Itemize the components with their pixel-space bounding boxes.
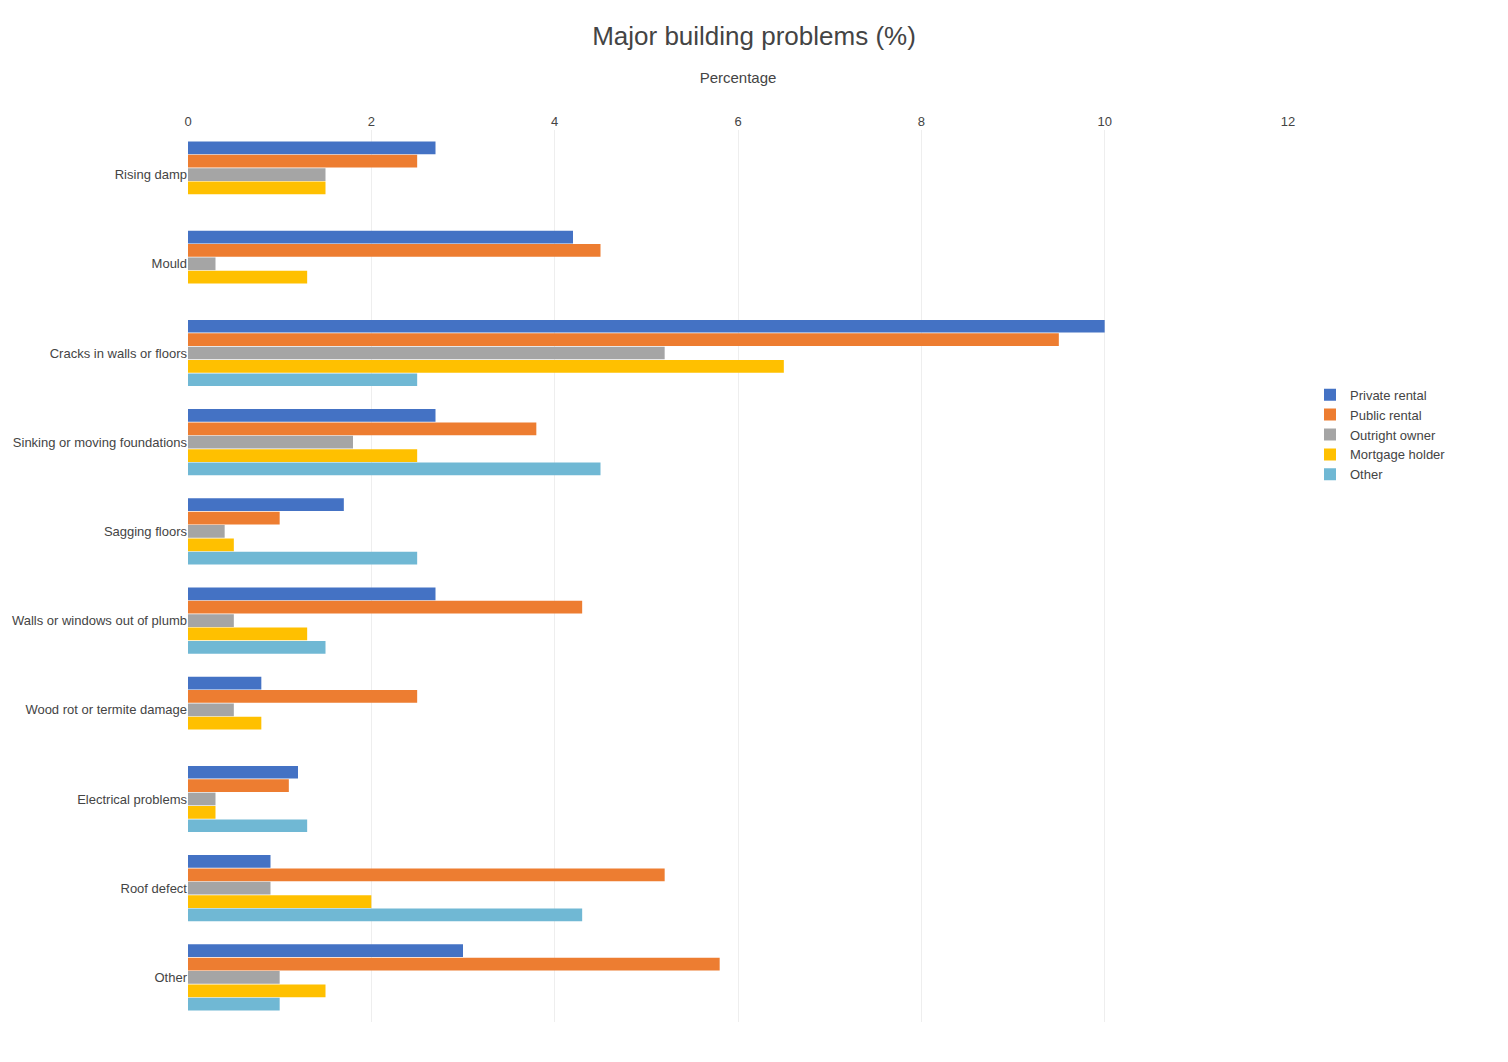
svg-text:12: 12 [1281, 114, 1295, 129]
svg-text:6: 6 [734, 114, 741, 129]
svg-text:Other: Other [154, 970, 187, 985]
svg-text:4: 4 [551, 114, 558, 129]
svg-text:10: 10 [1097, 114, 1111, 129]
svg-text:Sinking or moving foundations: Sinking or moving foundations [13, 435, 188, 450]
svg-text:0: 0 [184, 114, 191, 129]
svg-text:Private rental: Private rental [1350, 388, 1427, 403]
svg-text:Other: Other [1350, 467, 1383, 482]
svg-text:Outright owner: Outright owner [1350, 428, 1436, 443]
svg-text:Cracks in walls or floors: Cracks in walls or floors [50, 346, 188, 361]
svg-text:Rising damp: Rising damp [115, 167, 187, 182]
svg-text:8: 8 [918, 114, 925, 129]
svg-text:Wood rot or termite damage: Wood rot or termite damage [25, 702, 187, 717]
svg-text:Walls or windows out of plumb: Walls or windows out of plumb [12, 613, 187, 628]
svg-text:Sagging floors: Sagging floors [104, 524, 188, 539]
svg-text:Major building problems (%): Major building problems (%) [592, 21, 916, 51]
svg-text:Electrical problems: Electrical problems [77, 792, 187, 807]
svg-text:2: 2 [368, 114, 375, 129]
svg-text:Percentage: Percentage [700, 69, 777, 86]
svg-text:Mould: Mould [152, 256, 187, 271]
svg-text:Roof defect: Roof defect [121, 881, 188, 896]
svg-text:Mortgage holder: Mortgage holder [1350, 447, 1445, 462]
svg-text:Public rental: Public rental [1350, 408, 1422, 423]
